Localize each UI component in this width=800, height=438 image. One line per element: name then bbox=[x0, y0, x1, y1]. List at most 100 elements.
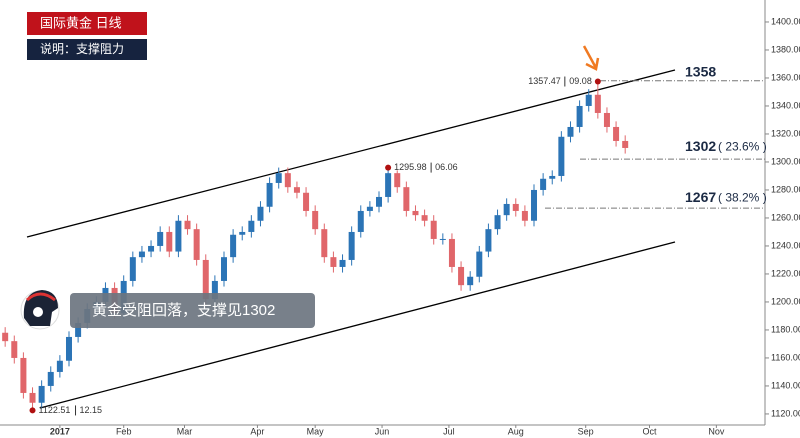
candle-body bbox=[193, 229, 200, 260]
candle-body bbox=[239, 231, 246, 235]
y-tick-label: 1180.00 bbox=[771, 324, 800, 334]
candle-body bbox=[20, 357, 27, 393]
y-tick-label: 1340.00 bbox=[771, 100, 800, 110]
candle-body bbox=[330, 257, 337, 267]
candle-body bbox=[403, 187, 410, 211]
candle-body bbox=[38, 385, 45, 403]
annotation-dot bbox=[594, 78, 601, 85]
candle-body bbox=[357, 210, 364, 232]
level-label: 1302 bbox=[685, 138, 716, 154]
candle-body bbox=[603, 112, 610, 127]
candle-body bbox=[65, 336, 72, 361]
x-tick-label: Aug bbox=[508, 426, 524, 436]
y-tick-label: 1380.00 bbox=[771, 44, 800, 54]
candle-body bbox=[266, 182, 273, 207]
candle-body bbox=[394, 173, 401, 188]
candle-body bbox=[284, 173, 291, 188]
callout-box bbox=[70, 293, 315, 328]
candle-body bbox=[503, 203, 510, 216]
candle-body bbox=[275, 173, 282, 183]
candle-body bbox=[166, 231, 173, 252]
candle-body bbox=[430, 220, 437, 239]
annotation-value: 1357.47 bbox=[528, 76, 561, 86]
chart-subtitle: 说明：支撑阻力 bbox=[40, 41, 124, 56]
x-tick-label: Nov bbox=[708, 426, 725, 436]
y-tick-label: 1260.00 bbox=[771, 212, 800, 222]
candle-body bbox=[202, 259, 209, 300]
candle-body bbox=[549, 175, 556, 179]
candle-body bbox=[540, 178, 547, 190]
x-tick-label: Oct bbox=[642, 426, 657, 436]
candle-body bbox=[412, 210, 419, 216]
annotation-date: 09.08 bbox=[569, 76, 592, 86]
candle-body bbox=[594, 94, 601, 113]
candle-body bbox=[321, 229, 328, 258]
candle-body bbox=[476, 251, 483, 277]
candle-body bbox=[531, 189, 538, 221]
x-tick-label: Jun bbox=[375, 426, 390, 436]
annotation-date: 06.06 bbox=[435, 162, 458, 172]
y-tick-label: 1200.00 bbox=[771, 296, 800, 306]
annotation-value: 1122.51 bbox=[39, 405, 71, 415]
candle-body bbox=[439, 238, 446, 240]
channel-lower bbox=[39, 241, 676, 409]
y-tick-label: 1300.00 bbox=[771, 156, 800, 166]
candle-body bbox=[366, 206, 373, 211]
title-box bbox=[27, 12, 147, 35]
candle-body bbox=[613, 126, 620, 141]
candle-body bbox=[312, 210, 319, 230]
subtitle-box bbox=[27, 39, 147, 60]
candle-body bbox=[29, 392, 36, 403]
candle-body bbox=[157, 231, 164, 246]
candle-body bbox=[494, 215, 501, 230]
candle-body bbox=[293, 187, 300, 193]
candle-body bbox=[257, 206, 264, 221]
candle-body bbox=[485, 229, 492, 252]
chart-title: 国际黄金 日线 bbox=[40, 15, 122, 30]
level-retracement: ( 38.2% ) bbox=[718, 190, 767, 204]
candle-body bbox=[129, 257, 136, 281]
y-tick-label: 1360.00 bbox=[771, 72, 800, 82]
x-tick-label: Apr bbox=[250, 426, 264, 436]
candle-body bbox=[230, 234, 237, 258]
x-tick-label: Sep bbox=[578, 426, 594, 436]
x-tick-label: 2017 bbox=[50, 426, 70, 436]
y-tick-label: 1240.00 bbox=[771, 240, 800, 250]
logo bbox=[20, 290, 60, 330]
callout-text: 黄金受阻回落，支撑见1302 bbox=[92, 302, 275, 319]
candle-body bbox=[585, 94, 592, 106]
candle-body bbox=[75, 322, 82, 337]
candle-body bbox=[303, 192, 310, 211]
level-retracement: ( 23.6% ) bbox=[718, 139, 767, 153]
y-tick-label: 1400.00 bbox=[771, 16, 800, 26]
x-tick-label: Feb bbox=[116, 426, 132, 436]
y-tick-label: 1140.00 bbox=[771, 380, 800, 390]
candle-body bbox=[458, 266, 465, 286]
candles bbox=[2, 81, 629, 411]
x-tick-label: Mar bbox=[177, 426, 193, 436]
candle-body bbox=[567, 126, 574, 137]
candle-body bbox=[376, 196, 383, 207]
y-tick-label: 1220.00 bbox=[771, 268, 800, 278]
annotation-value: 1295.98 bbox=[394, 162, 427, 172]
level-label: 1267 bbox=[685, 189, 716, 205]
candle-body bbox=[248, 220, 255, 232]
candle-body bbox=[421, 215, 428, 221]
x-tick-label: Jul bbox=[443, 426, 455, 436]
candle-body bbox=[11, 341, 18, 358]
annotation-dot bbox=[385, 164, 392, 171]
annotation-dot bbox=[29, 407, 36, 414]
x-tick-label: May bbox=[307, 426, 325, 436]
candle-body bbox=[339, 259, 346, 267]
peak-arrow bbox=[582, 45, 600, 71]
candle-body bbox=[448, 238, 455, 267]
candle-body bbox=[148, 245, 155, 252]
y-tick-label: 1160.00 bbox=[771, 352, 800, 362]
candle-body bbox=[211, 280, 218, 300]
y-tick-label: 1280.00 bbox=[771, 184, 800, 194]
annotation-date: 12.15 bbox=[80, 405, 103, 415]
level-label: 1358 bbox=[685, 63, 716, 79]
candle-body bbox=[521, 210, 528, 221]
candle-body bbox=[56, 360, 63, 372]
